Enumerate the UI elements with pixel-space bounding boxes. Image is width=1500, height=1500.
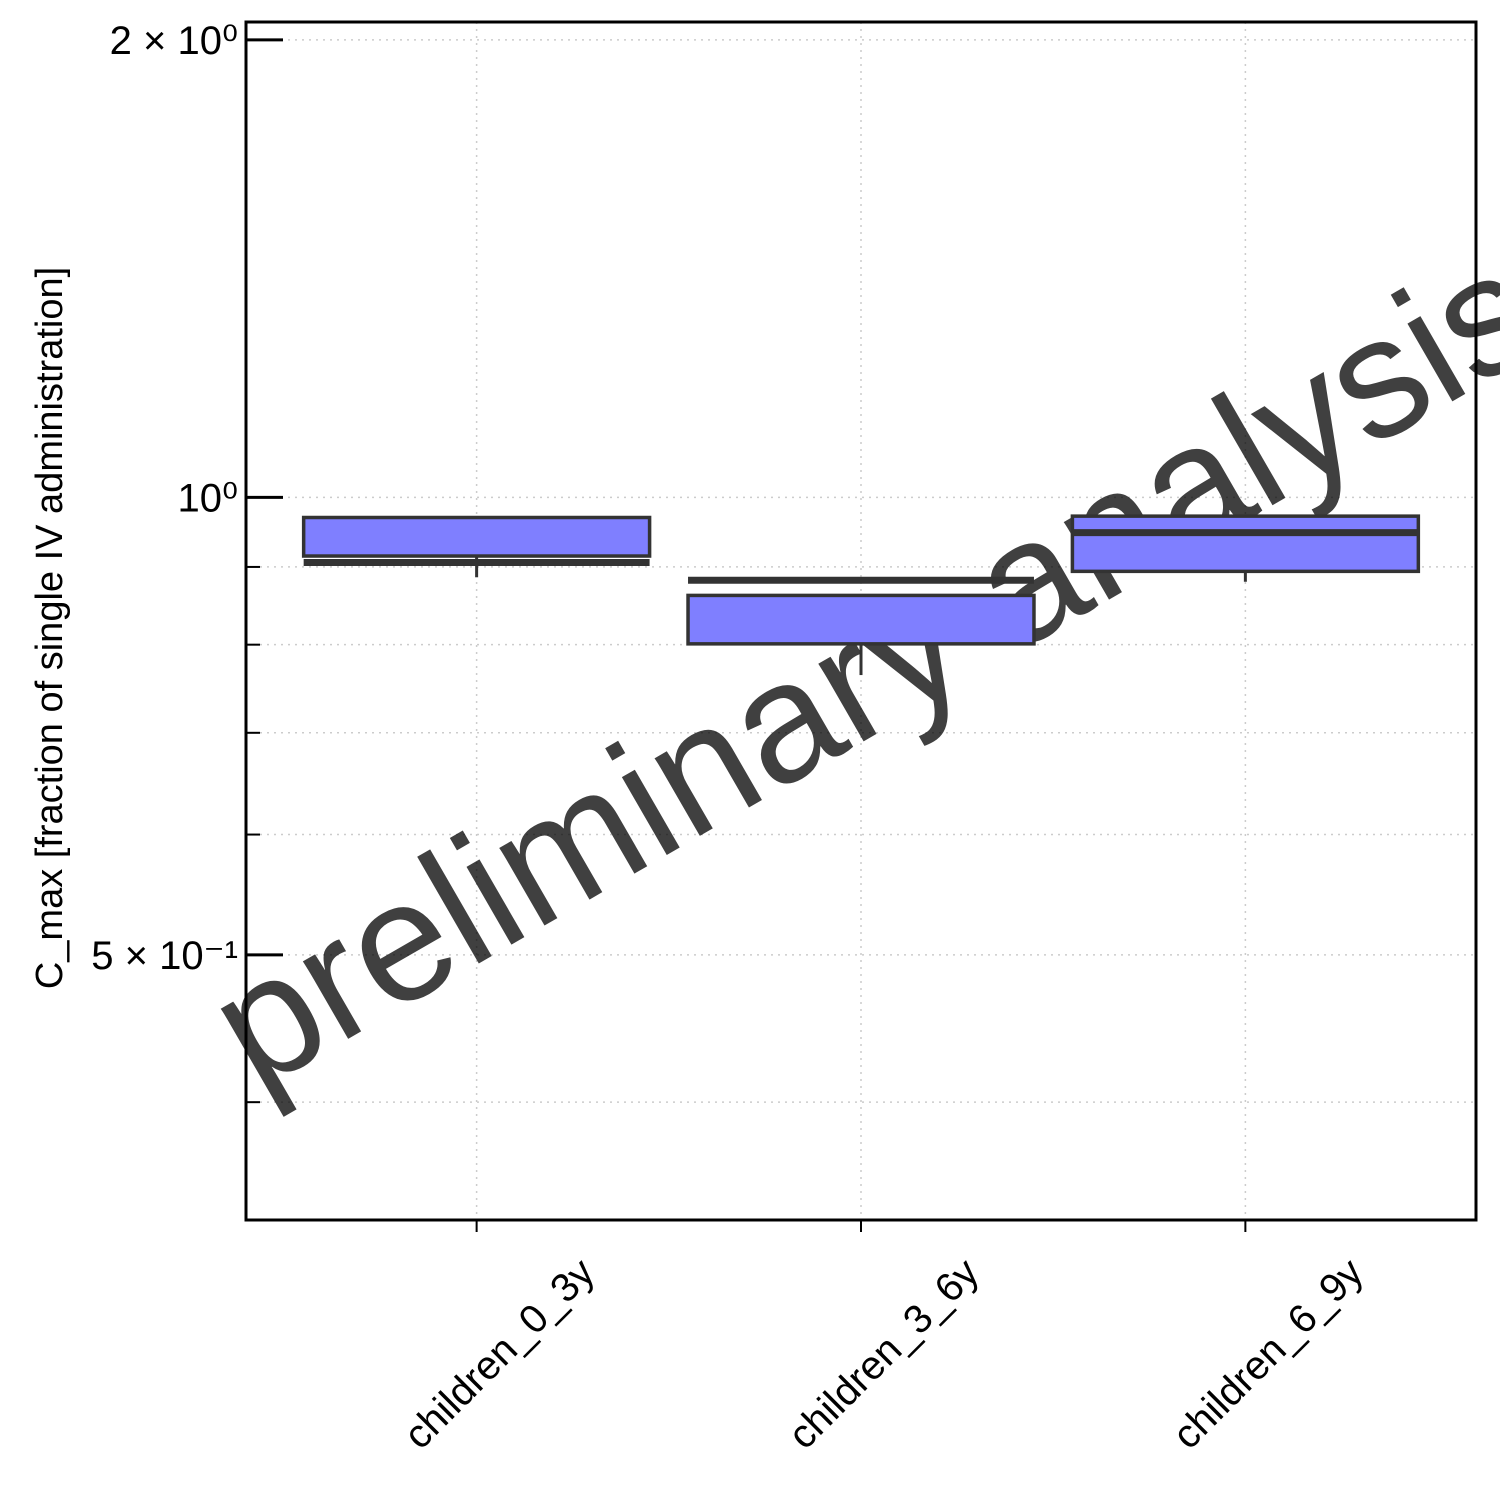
x-tick-label: children_3_6y xyxy=(780,1250,987,1457)
y-tick-label: 2 × 10⁰ xyxy=(110,19,238,63)
y-tick-label: 5 × 10⁻¹ xyxy=(91,934,238,978)
x-tick-label: children_0_3y xyxy=(396,1250,603,1457)
box xyxy=(1070,514,1421,574)
box xyxy=(301,515,652,558)
y-axis-label: C_max [fraction of single IV administrat… xyxy=(29,267,71,989)
watermark: preliminary analysis xyxy=(180,213,1500,1124)
box xyxy=(686,593,1036,646)
y-tick-label: 10⁰ xyxy=(177,476,238,520)
x-tick-label: children_6_9y xyxy=(1165,1250,1372,1457)
